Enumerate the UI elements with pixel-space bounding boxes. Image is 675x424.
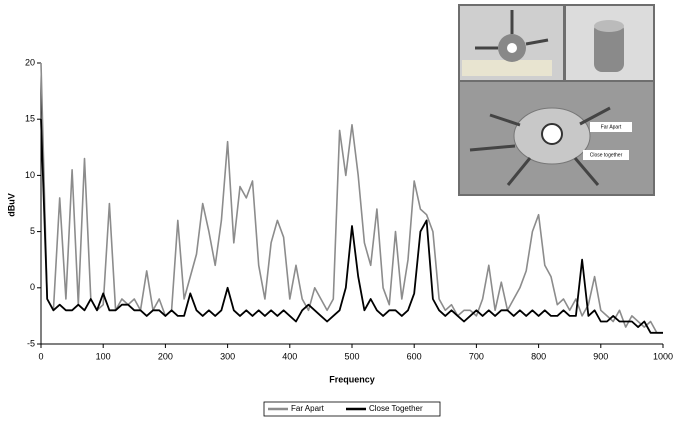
x-tick-label: 1000 <box>653 351 673 361</box>
x-tick-label: 300 <box>220 351 235 361</box>
y-axis-label: dBuV <box>6 193 16 217</box>
legend-label: Close Together <box>369 404 423 413</box>
x-axis-label: Frequency <box>329 374 375 384</box>
inset-label: Close together <box>590 152 623 158</box>
x-tick-label: 200 <box>158 351 173 361</box>
y-tick-label: 20 <box>25 57 35 67</box>
chart: Frequency dBuV -505101520010020030040050… <box>0 0 675 419</box>
x-tick-label: 700 <box>469 351 484 361</box>
y-tick-label: 10 <box>25 170 35 180</box>
x-tick-label: 400 <box>282 351 297 361</box>
x-tick-label: 500 <box>344 351 359 361</box>
x-tick-label: 0 <box>38 351 43 361</box>
x-tick-label: 800 <box>531 351 546 361</box>
x-tick-label: 100 <box>96 351 111 361</box>
x-tick-label: 600 <box>407 351 422 361</box>
inset-label: Far Apart <box>601 124 622 130</box>
y-tick-label: 5 <box>30 226 35 236</box>
legend-label: Far Apart <box>291 404 325 413</box>
y-tick-label: 15 <box>25 114 35 124</box>
y-tick-label: 0 <box>30 282 35 292</box>
y-tick-label: -5 <box>27 338 35 348</box>
x-tick-label: 900 <box>593 351 608 361</box>
inset-photo: Far Apart Close together <box>458 4 655 196</box>
